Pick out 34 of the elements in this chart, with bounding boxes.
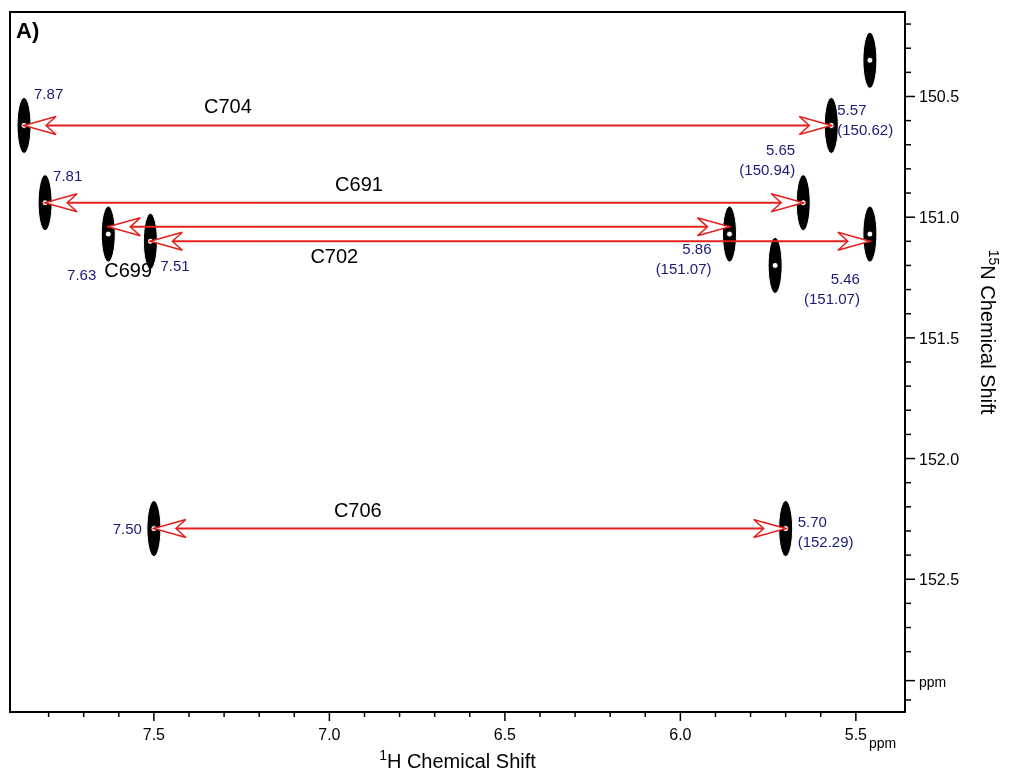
annotation: 5.65 (150.94) bbox=[739, 140, 796, 178]
annotation: 5.46 (151.07) bbox=[804, 270, 860, 308]
annotation: 7.50 bbox=[112, 519, 142, 537]
series-label: C706 bbox=[333, 498, 382, 521]
annotation: 7.51 bbox=[160, 257, 190, 275]
y-tick-label: ppm bbox=[919, 673, 947, 690]
series-label: C702 bbox=[310, 245, 359, 268]
point bbox=[771, 261, 779, 269]
series-label: C704 bbox=[204, 95, 252, 118]
point bbox=[866, 56, 874, 64]
annotation: 5.57 (150.62) bbox=[837, 101, 894, 139]
annotation: 7.81 bbox=[53, 166, 83, 184]
series-label: C691 bbox=[335, 172, 383, 195]
text: ppm bbox=[869, 735, 897, 751]
x-axis-title: $^{1}$H Chemical Shift bbox=[379, 747, 537, 772]
point bbox=[866, 230, 874, 238]
y-tick-label: 152.5 bbox=[919, 571, 960, 589]
y-tick-label: 152.0 bbox=[919, 450, 960, 468]
x-tick-label: 7.0 bbox=[318, 726, 341, 743]
annotation: 7.87 bbox=[34, 85, 64, 103]
annotation: 5.86 (151.07) bbox=[655, 240, 712, 278]
annotation: 7.63 bbox=[67, 266, 97, 284]
legend-label: C699 bbox=[104, 258, 153, 281]
point bbox=[726, 230, 734, 238]
y-tick-label: 150.5 bbox=[919, 88, 960, 106]
annotation: 5.70 (152.29) bbox=[797, 512, 854, 550]
y-tick-label: 151.0 bbox=[919, 209, 960, 227]
y-tick-label: 151.5 bbox=[919, 329, 960, 347]
x-tick-label: 5.5 bbox=[844, 726, 868, 743]
annotation: A) bbox=[16, 18, 40, 43]
point bbox=[104, 230, 112, 238]
x-tick-label: 6.5 bbox=[493, 726, 517, 743]
x-tick-label: 7.5 bbox=[142, 726, 166, 743]
x-tick-label: 6.0 bbox=[669, 726, 692, 743]
